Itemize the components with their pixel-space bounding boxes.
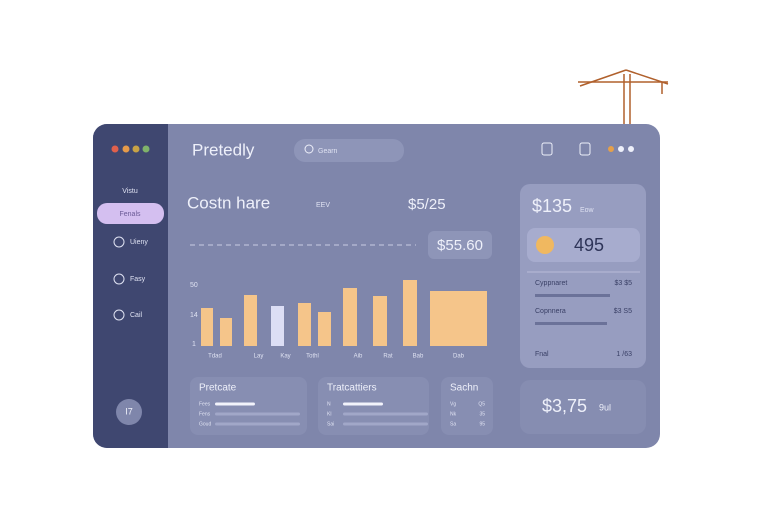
- x-tick-label: Bab: [413, 354, 424, 360]
- nav-item[interactable]: Fenals: [119, 211, 141, 218]
- icon: [113, 236, 125, 248]
- card-row: Fees: [199, 401, 211, 407]
- x-tick-label: Tothl: [306, 354, 319, 360]
- card-bar: [343, 402, 383, 406]
- progress: [535, 294, 610, 297]
- panel-note: Eow: [580, 207, 595, 214]
- row-label: Fnal: [535, 351, 549, 358]
- card-title: Tratcattiers: [327, 383, 377, 394]
- search-placeholder: Gearn: [318, 148, 338, 155]
- footer-amount: $3,75: [542, 396, 587, 416]
- bar: [343, 288, 357, 346]
- bar: [430, 291, 487, 346]
- bar: [403, 280, 417, 346]
- card-row: Vg: [450, 401, 456, 407]
- card-row: Kl: [327, 411, 331, 417]
- row-value: $3 $5: [614, 280, 632, 287]
- row-label: Cyppnaret: [535, 280, 567, 287]
- dot: [122, 145, 130, 153]
- card-title: Pretcate: [199, 383, 237, 394]
- icon[interactable]: [541, 142, 553, 156]
- panel-amount: $135: [532, 196, 572, 216]
- dot: [628, 146, 634, 152]
- dot: [618, 146, 624, 152]
- search-icon: [304, 144, 314, 154]
- x-tick-label: Aib: [354, 354, 363, 360]
- card-bar: [343, 412, 428, 416]
- card-row: Sa: [450, 421, 456, 427]
- card-row: Fens: [199, 411, 211, 417]
- x-tick-label: Lay: [254, 354, 264, 360]
- count: 495: [574, 235, 604, 255]
- count-box: [527, 228, 640, 262]
- y-tick-label: 14: [190, 312, 198, 319]
- icon: [113, 309, 125, 321]
- total: $55.60: [437, 237, 483, 254]
- card-title: Sachn: [450, 383, 478, 394]
- y-tick-label: 50: [190, 282, 198, 289]
- footer-card: [520, 380, 646, 434]
- x-tick-label: Dab: [453, 354, 465, 360]
- search-box[interactable]: [294, 139, 404, 162]
- row-label: Copnnera: [535, 308, 566, 315]
- nav-item[interactable]: Cail: [130, 312, 143, 319]
- card-bar: [215, 412, 300, 416]
- icon: [113, 273, 125, 285]
- progress: [535, 322, 607, 325]
- nav-active[interactable]: [97, 203, 164, 224]
- amount: $5/25: [408, 196, 446, 213]
- card-bar: [215, 422, 300, 426]
- bar: [220, 318, 232, 346]
- card: [318, 377, 429, 435]
- x-tick-label: Rat: [383, 354, 393, 360]
- card-value: Q5: [478, 401, 485, 407]
- app-window: [93, 124, 660, 448]
- tag: EEV: [316, 202, 330, 209]
- section-title: Costn hare: [187, 193, 270, 212]
- card-value: 35: [479, 411, 485, 417]
- app-title: Pretedly: [192, 140, 255, 159]
- row-value: $3 S5: [614, 308, 632, 315]
- dot: [132, 145, 140, 153]
- total-box: [428, 231, 492, 259]
- bar: [373, 296, 387, 346]
- card-row: Sai: [327, 421, 334, 427]
- bar: [271, 306, 284, 346]
- card-bar: [215, 402, 255, 406]
- x-tick-label: Kay: [280, 354, 290, 360]
- card: [190, 377, 307, 435]
- coin: [536, 236, 554, 254]
- y-tick-label: 1: [192, 341, 196, 348]
- dot: [111, 145, 119, 153]
- nav-item[interactable]: Uieny: [130, 239, 148, 246]
- card: [441, 377, 493, 435]
- bar: [201, 308, 213, 346]
- bar: [244, 295, 257, 346]
- footer-note: 9ul: [599, 402, 611, 412]
- avatar-text: I7: [125, 406, 133, 416]
- dot: [142, 145, 150, 153]
- nav-item[interactable]: Vistu: [122, 188, 138, 195]
- x-tick-label: Tdad: [208, 354, 222, 360]
- nav-item[interactable]: Fasy: [130, 276, 146, 283]
- card-row: Goud: [199, 421, 211, 427]
- row-value: 1 /63: [616, 351, 632, 358]
- card-bar: [343, 422, 428, 426]
- card-value: 95: [479, 421, 485, 427]
- card-row: Nk: [450, 411, 457, 417]
- bar: [298, 303, 311, 346]
- icon[interactable]: [579, 142, 591, 156]
- bar: [318, 312, 331, 346]
- avatar[interactable]: [116, 399, 142, 425]
- dot: [608, 146, 614, 152]
- card-row: N: [327, 401, 331, 407]
- crane: [578, 69, 669, 124]
